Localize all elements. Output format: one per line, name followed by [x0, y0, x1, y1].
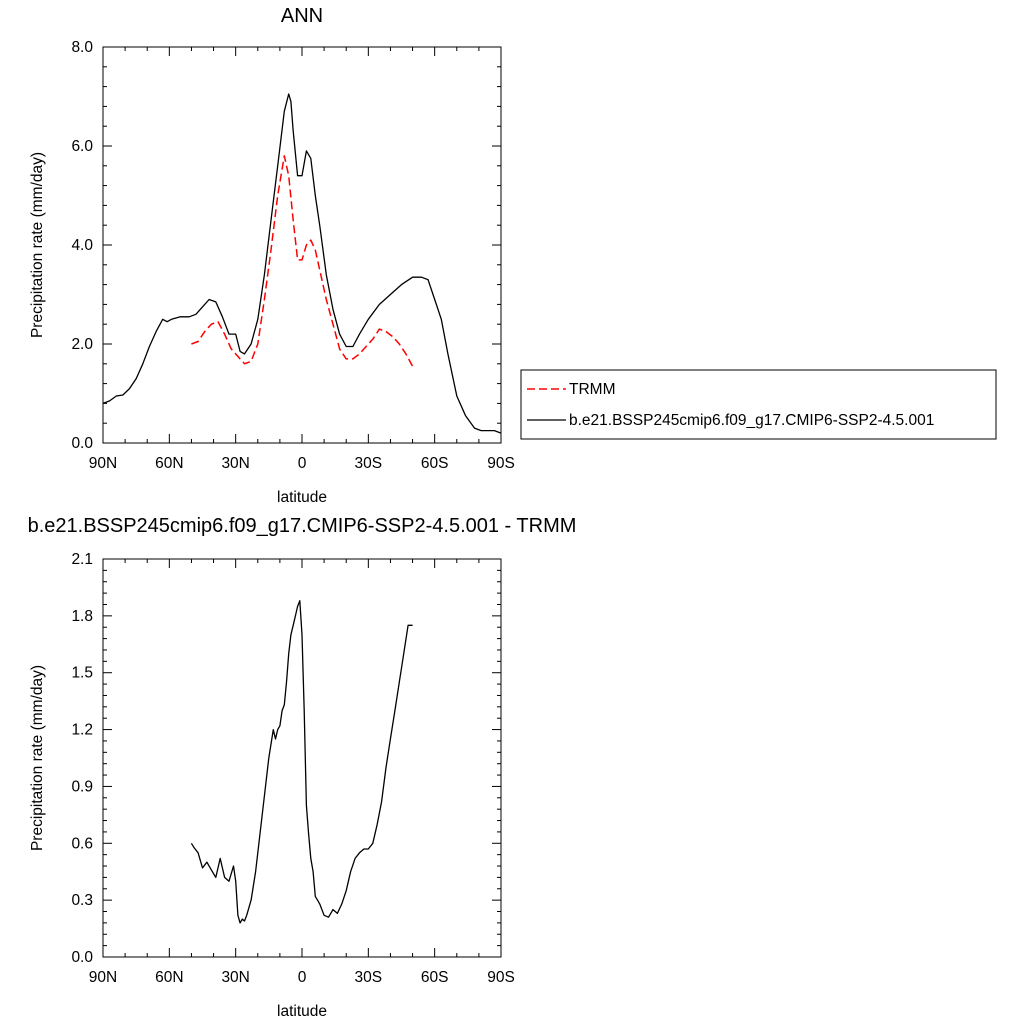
y-tick-label: 6.0: [71, 138, 93, 155]
x-tick-label: 30N: [221, 455, 249, 472]
x-tick-label: 30N: [221, 969, 249, 986]
y-tick-label: 0.0: [71, 435, 93, 452]
y-tick-label: 0.6: [71, 835, 93, 852]
top-chart: ANN Precipitation rate (mm/day) latitude…: [29, 5, 515, 506]
y-tick-label: 1.5: [71, 665, 93, 682]
x-tick-label: 60S: [421, 455, 449, 472]
y-tick-label: 1.2: [71, 722, 93, 739]
y-tick-label: 8.0: [71, 39, 93, 56]
x-tick-label: 0: [298, 969, 307, 986]
y-tick-label: 1.8: [71, 608, 93, 625]
y-axis-label: Precipitation rate (mm/day): [29, 665, 46, 851]
series-line-trmm: [191, 155, 414, 367]
x-tick-label: 90S: [487, 455, 515, 472]
x-axis-label: latitude: [277, 1003, 327, 1020]
legend-label-trmm: TRMM: [569, 381, 616, 398]
series-line-model: [102, 93, 502, 434]
x-tick-label: 90N: [89, 455, 117, 472]
x-tick-label: 90S: [487, 969, 515, 986]
y-tick-label: 0.0: [71, 949, 93, 966]
x-tick-label: 90N: [89, 969, 117, 986]
legend-label-model: b.e21.BSSP245cmip6.f09_g17.CMIP6-SSP2-4.…: [569, 412, 934, 429]
y-tick-label: 0.9: [71, 778, 93, 795]
chart-title: ANN: [281, 5, 323, 27]
bottom-chart: b.e21.BSSP245cmip6.f09_g17.CMIP6-SSP2-4.…: [28, 515, 577, 1020]
y-axis-label: Precipitation rate (mm/day): [29, 152, 46, 338]
legend-box: [520, 369, 997, 440]
y-tick-label: 0.3: [71, 892, 93, 909]
x-tick-label: 60N: [155, 969, 183, 986]
x-tick-label: 30S: [355, 455, 383, 472]
chart-title: b.e21.BSSP245cmip6.f09_g17.CMIP6-SSP2-4.…: [28, 515, 577, 537]
y-tick-label: 2.0: [71, 336, 93, 353]
x-tick-label: 60N: [155, 455, 183, 472]
plot-frame: [102, 46, 502, 444]
x-tick-label: 30S: [355, 969, 383, 986]
series-line-model: [190, 600, 413, 924]
x-axis-label: latitude: [277, 489, 327, 506]
plot-frame: [102, 558, 502, 958]
legend: TRMM b.e21.BSSP245cmip6.f09_g17.CMIP6-SS…: [520, 369, 997, 440]
y-tick-label: 2.1: [71, 551, 93, 568]
x-tick-label: 0: [298, 455, 307, 472]
y-tick-label: 4.0: [71, 237, 93, 254]
x-tick-label: 60S: [421, 969, 449, 986]
